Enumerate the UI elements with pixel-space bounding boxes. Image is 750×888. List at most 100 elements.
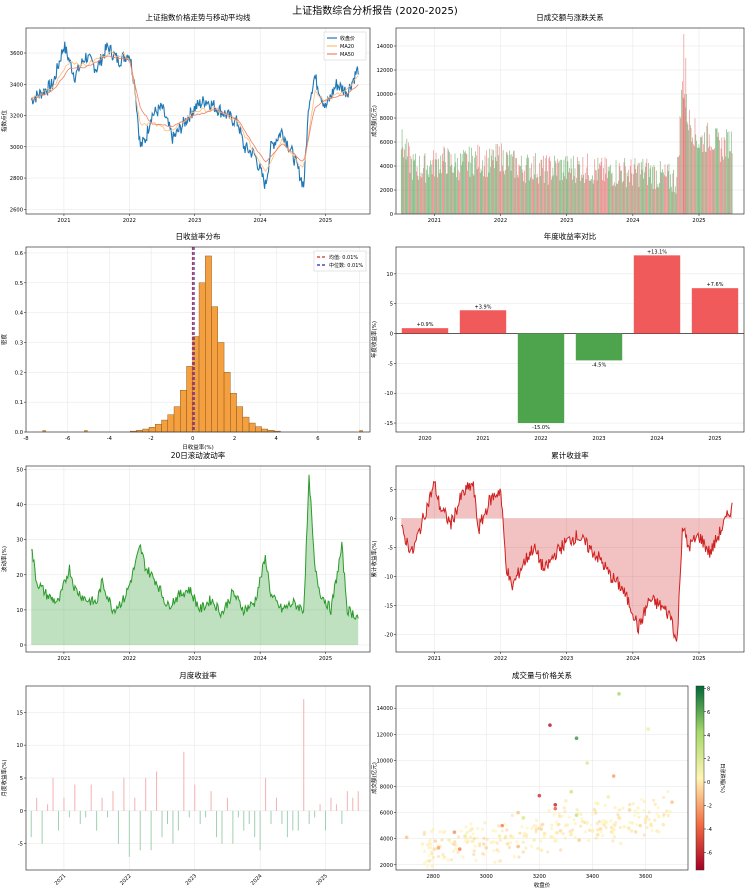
volume-bar: [564, 176, 566, 214]
scatter-point: [468, 829, 472, 833]
scatter-point: [512, 855, 516, 859]
volume-bar: [629, 166, 631, 214]
scatter-point: [600, 834, 605, 838]
scatter-point: [483, 821, 487, 825]
volume-bar: [475, 151, 476, 214]
monthly-bar: [96, 810, 98, 831]
volume-bar: [723, 159, 724, 214]
volume-bar: [517, 177, 519, 214]
volume-bar: [609, 166, 611, 214]
volume-bar: [521, 169, 523, 214]
volume-bar: [697, 147, 698, 214]
price-legend-label: 收盘价: [340, 35, 355, 42]
monthly-bar: [199, 810, 201, 824]
monthly-bar: [36, 797, 38, 811]
price-frame: [25, 27, 371, 215]
scatter-point: [503, 822, 507, 827]
volume-bar: [681, 89, 682, 214]
scatter-point: [593, 807, 597, 812]
volume-bar: [620, 171, 622, 214]
monthly-bar: [150, 810, 152, 851]
scatter-point: [601, 819, 605, 823]
monthly-bar: [63, 797, 65, 811]
scatter-point: [564, 799, 568, 803]
scatter-point: [627, 808, 632, 812]
scatter-ytick-label: 4000: [380, 837, 393, 843]
scatter-point: [550, 823, 554, 827]
scatter-point: [449, 858, 453, 862]
volume-bar: [599, 165, 601, 214]
volume-bar: [539, 175, 541, 214]
volume-bar: [728, 131, 730, 214]
volume-bar: [641, 169, 643, 214]
annual-bar: [575, 333, 623, 361]
monthly-bar: [101, 797, 103, 811]
volume-bar: [468, 146, 470, 214]
volume-bar: [618, 180, 619, 214]
scatter-point: [482, 842, 486, 846]
scatter-point: [668, 809, 672, 813]
volume-bar: [528, 157, 529, 214]
scatter-point: [596, 828, 600, 832]
return_dist-xlabel: 日收益率(%): [182, 443, 214, 451]
volume-bar: [675, 193, 677, 214]
scatter-point: [524, 846, 528, 850]
volume-bar: [696, 140, 697, 214]
monthly-bar: [232, 810, 234, 844]
price-ytick-label: 2800: [10, 176, 23, 182]
scatter-point: [587, 828, 592, 832]
scatter-point: [436, 854, 440, 859]
scatter-point: [498, 838, 503, 842]
volume-bar: [603, 181, 605, 214]
volume-bar: [494, 156, 496, 214]
volume-bar: [719, 161, 721, 214]
return_dist-ylabel: 密度: [0, 334, 8, 346]
scatter-point: [618, 825, 622, 830]
volume-bar: [703, 144, 705, 214]
scatter-point: [606, 795, 611, 799]
volume-bar: [663, 175, 665, 214]
scatter-point: [572, 818, 576, 822]
volume-bar: [685, 58, 687, 214]
volume-bar: [543, 155, 544, 214]
volume-bar: [602, 180, 603, 214]
annual-xtick-label: 2021: [476, 436, 489, 442]
scatter-point: [420, 842, 425, 846]
volume-bar: [463, 150, 465, 214]
scatter-point: [516, 844, 520, 849]
volume-bar: [622, 182, 623, 214]
scatter-point: [537, 793, 542, 798]
volume-bar: [433, 150, 435, 214]
volume-bar: [547, 184, 549, 214]
volume-bar: [715, 128, 716, 214]
scatter-point: [440, 838, 444, 842]
volume-bar: [509, 150, 510, 214]
annual-data-label: +13.1%: [647, 249, 667, 255]
scatter-point: [511, 835, 515, 840]
scatter-point: [433, 847, 437, 851]
scatter-point: [600, 821, 605, 825]
volume-bar: [725, 156, 727, 214]
volume-bar: [419, 176, 421, 214]
volume-bar: [486, 150, 487, 214]
scatter-point: [422, 832, 426, 836]
scatter-point: [653, 802, 657, 806]
volume-bar: [655, 170, 657, 214]
volume-bar: [568, 172, 570, 214]
volume-ytick-label: 8000: [380, 116, 393, 122]
volume-bar: [674, 191, 675, 214]
monthly-bar: [265, 778, 267, 811]
volume-bar: [629, 182, 630, 214]
annual-frame: [395, 246, 745, 433]
scatter-point: [560, 814, 564, 818]
volume-bar: [606, 158, 607, 214]
colorbar-tick-label: 8: [707, 686, 710, 692]
scatter-point: [517, 855, 521, 859]
volume-bar: [454, 153, 456, 214]
scatter-point: [456, 850, 460, 854]
volume-bar: [402, 147, 404, 214]
scatter-point: [569, 789, 573, 794]
volume-bar: [676, 176, 678, 214]
scatter-point: [534, 818, 539, 823]
